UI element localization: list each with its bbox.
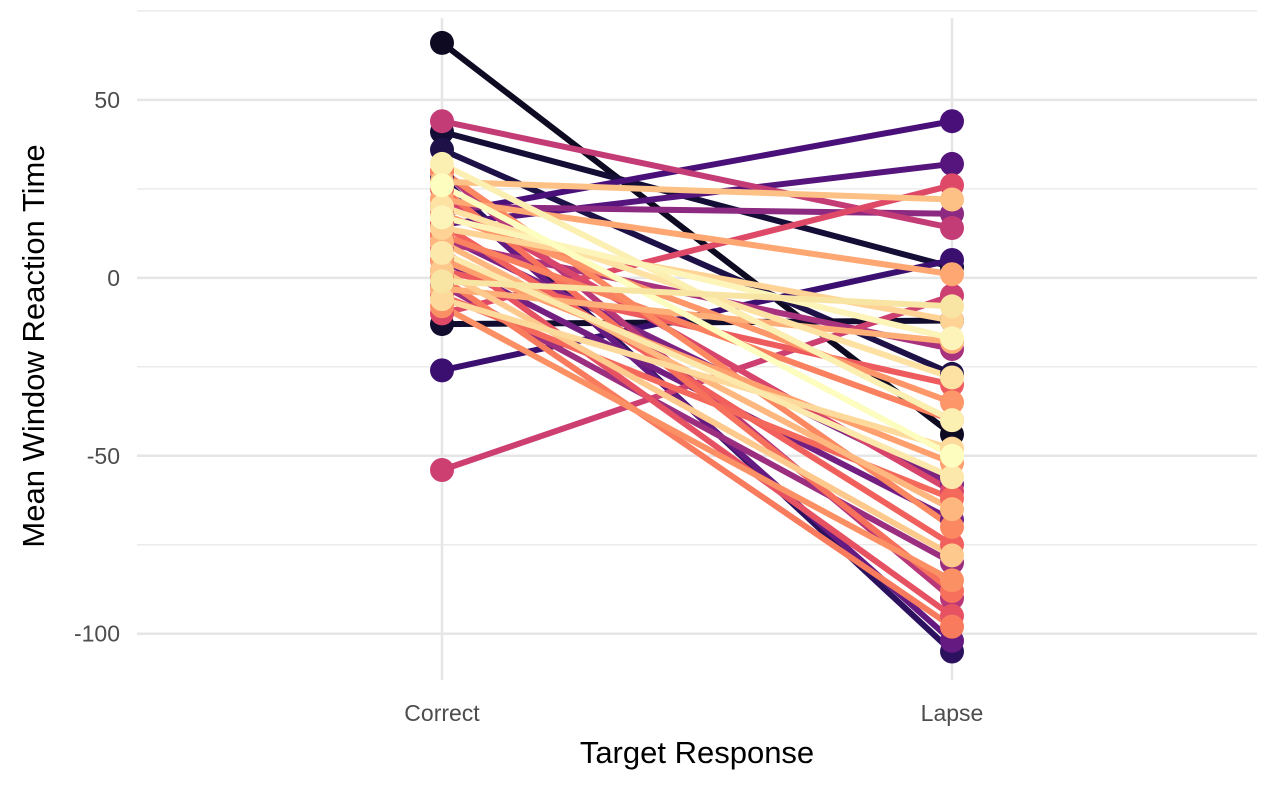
data-point (430, 458, 454, 483)
series-line (439, 178, 955, 203)
data-point (940, 215, 964, 240)
y-tick-label: -100 (74, 621, 120, 647)
series-line (439, 128, 955, 271)
x-tick-label: Correct (404, 700, 480, 726)
data-point (430, 358, 454, 383)
data-point (430, 109, 454, 134)
series-line (439, 303, 955, 584)
series-line (439, 214, 955, 342)
series-line (439, 274, 955, 630)
series-line (439, 257, 955, 466)
series-line (439, 285, 955, 345)
data-point (430, 269, 454, 294)
y-tick-label: 0 (107, 265, 120, 291)
data-point (940, 326, 964, 351)
series-line (439, 249, 955, 481)
data-point (430, 30, 454, 55)
data-point (940, 497, 964, 522)
series-line (439, 278, 955, 310)
series-line (439, 118, 955, 217)
x-tick-labels: Correct Lapse (404, 700, 983, 726)
data-points (430, 30, 964, 664)
x-axis-title: Target Response (580, 735, 814, 770)
y-tick-label: 50 (94, 87, 120, 113)
series-lines (439, 39, 955, 655)
data-point (430, 173, 454, 198)
x-tick-label: Lapse (921, 700, 984, 726)
data-point (940, 365, 964, 390)
y-axis-title: Mean Window Reaction Time (16, 144, 51, 547)
y-tick-label: -50 (87, 443, 120, 469)
data-point (940, 614, 964, 639)
data-point (430, 205, 454, 230)
series-line (439, 221, 955, 548)
series-line (439, 267, 955, 559)
data-point (940, 408, 964, 433)
data-point (940, 390, 964, 415)
series-line (439, 182, 955, 459)
data-point (940, 543, 964, 568)
data-point (430, 151, 454, 176)
data-point (940, 568, 964, 593)
y-tick-labels: 50 0 -50 -100 (74, 87, 120, 647)
data-point (940, 465, 964, 490)
data-point (940, 262, 964, 287)
data-point (940, 109, 964, 134)
series-line (439, 118, 955, 231)
series-line (439, 232, 955, 424)
data-point (430, 287, 454, 312)
data-point (940, 151, 964, 176)
series-line (439, 185, 955, 595)
data-point (940, 514, 964, 539)
series-line (439, 296, 955, 452)
data-point (940, 294, 964, 319)
data-point (940, 443, 964, 468)
series-line (439, 246, 955, 619)
data-point (940, 187, 964, 212)
data-point (430, 240, 454, 265)
series-line (439, 196, 955, 278)
